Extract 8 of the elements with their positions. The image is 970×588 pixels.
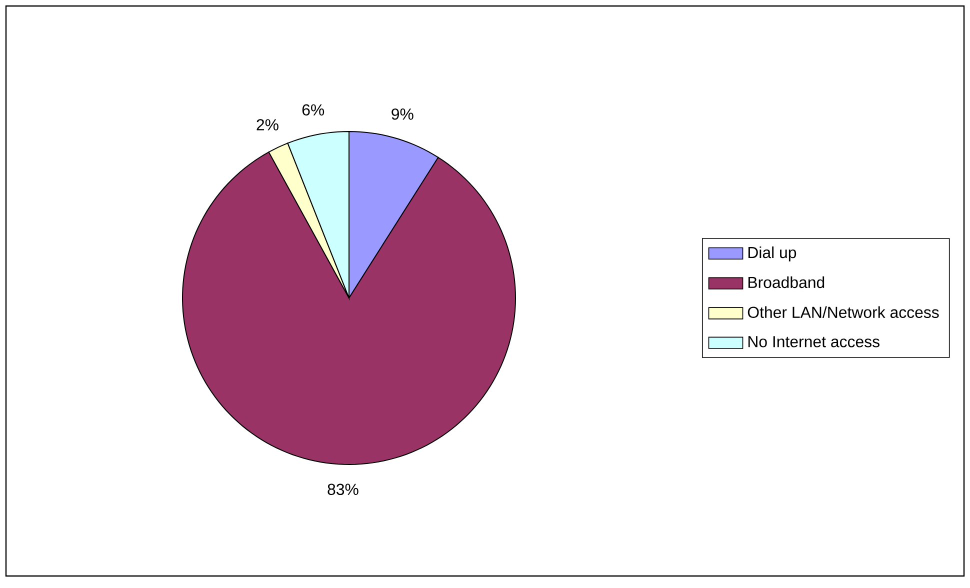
data-label: 9% <box>392 108 414 120</box>
data-label: 2% <box>256 119 278 130</box>
data-label: 83% <box>328 484 358 496</box>
legend-label: Broadband <box>748 276 824 288</box>
data-label: 6% <box>302 104 324 116</box>
legend-label: Other LAN/Network access <box>748 306 939 318</box>
legend-label: Dial up <box>748 246 796 262</box>
legend-label: No Internet access <box>748 336 880 348</box>
